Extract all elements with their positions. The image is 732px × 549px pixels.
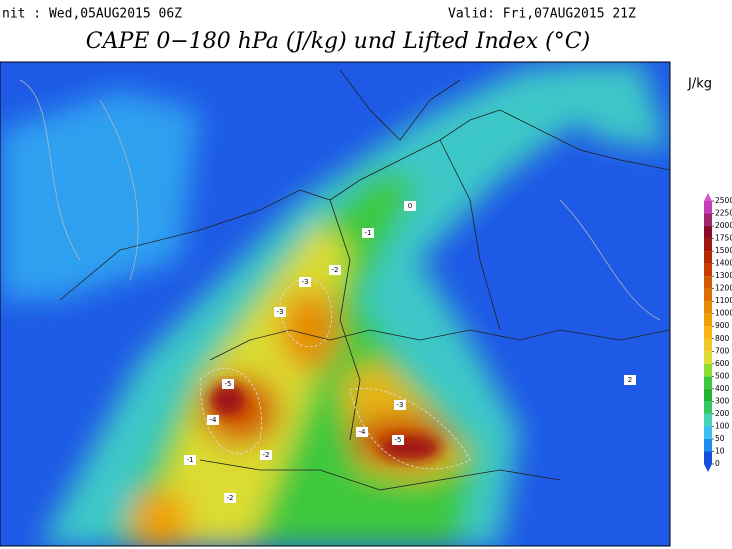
- colorbar-arrow-low: [704, 464, 712, 472]
- li-label-box: [362, 228, 374, 238]
- colorbar-segment: [704, 213, 712, 227]
- li-label: 2: [628, 376, 632, 384]
- colorbar-arrow-high: [704, 193, 712, 201]
- map-title: CAPE 0−180 hPa (J/kg) und Lifted Index (…: [86, 29, 590, 54]
- li-label: -2: [332, 266, 339, 274]
- li-label: -1: [187, 456, 194, 464]
- li-label: -5: [225, 380, 232, 388]
- li-label-box: [184, 455, 196, 465]
- map-frame: [0, 61, 671, 547]
- init-time: nit : Wed,05AUG2015 06Z: [2, 7, 182, 22]
- valid-time: Valid: Fri,07AUG2015 21Z: [448, 7, 636, 22]
- colorbar-label: 10: [715, 446, 725, 455]
- colorbar-label: 1200: [715, 284, 732, 293]
- li-label-box: [274, 307, 286, 317]
- li-label: -2: [263, 451, 270, 459]
- colorbar-segment: [704, 201, 712, 214]
- colorbar-segment: [704, 326, 712, 339]
- colorbar-segment: [704, 363, 712, 377]
- colorbar-label: 1750: [715, 234, 732, 243]
- colorbar-label: 2000: [715, 221, 732, 230]
- li-label-box: [394, 400, 406, 410]
- colorbar-label: 900: [715, 321, 730, 330]
- li-label-box: [392, 435, 404, 445]
- li-label: -3: [277, 308, 284, 316]
- colorbar-label: 300: [715, 396, 730, 405]
- colorbar-label: 1000: [715, 309, 732, 318]
- map-area: -5 -4 -3 -3 -2 -1 -4 -5 -3 -2 0 2 -1 -2: [0, 62, 670, 546]
- colorbar-label: 500: [715, 371, 730, 380]
- colorbar-segment: [704, 351, 712, 364]
- colorbar-label: 2500: [715, 196, 732, 205]
- colorbar-segment: [704, 238, 712, 252]
- colorbar-segment: [704, 451, 712, 464]
- li-label-box: [356, 427, 368, 437]
- li-label: -4: [210, 416, 218, 424]
- colorbar-segment: [704, 413, 712, 427]
- colorbar-label: 1300: [715, 271, 732, 280]
- li-label-box: [260, 450, 272, 460]
- colorbar-label: 100: [715, 421, 730, 430]
- li-label-box: [299, 277, 311, 287]
- colorbar-label: 200: [715, 409, 730, 418]
- colorbar-segment: [704, 301, 712, 314]
- li-labels: -5 -4 -3 -3 -2 -1 -4 -5 -3 -2 0 2 -1 -2: [184, 201, 636, 503]
- colorbar-label: 800: [715, 334, 730, 343]
- li-label: -3: [302, 278, 309, 286]
- colorbar-label: 400: [715, 384, 730, 393]
- colorbar-segment: [704, 226, 712, 239]
- colorbar-segment: [704, 288, 712, 302]
- colorbar-unit: J/kg: [687, 77, 712, 92]
- li-label: 0: [408, 202, 412, 210]
- colorbar-label: 1400: [715, 259, 732, 268]
- li-label-box: [404, 201, 416, 211]
- colorbar-label: 600: [715, 359, 730, 368]
- colorbar-label: 1500: [715, 246, 732, 255]
- colorbar-segment: [704, 251, 712, 264]
- colorbar-label: 2250: [715, 209, 732, 218]
- li-label: -2: [227, 494, 234, 502]
- li-label: -5: [395, 436, 402, 444]
- li-label: -1: [365, 229, 372, 237]
- li-label-box: [224, 493, 236, 503]
- colorbar-segment: [704, 438, 712, 452]
- colorbar-label: 1100: [715, 296, 732, 305]
- colorbar-segment: [704, 376, 712, 389]
- li-label: -4: [359, 428, 367, 436]
- li-label-box: [329, 265, 341, 275]
- colorbar-label: 50: [715, 434, 725, 443]
- li-label-box: [624, 375, 636, 385]
- colorbar-segment: [704, 263, 712, 277]
- colorbar-segment: [704, 338, 712, 352]
- colorbar-segment: [704, 388, 712, 402]
- colorbar-label: 700: [715, 346, 730, 355]
- colorbar: 0 10 50 100 200 300 400 500 600 700 800 900 1000 1100…: [704, 193, 732, 472]
- colorbar-segment: [704, 401, 712, 414]
- li-label: -3: [397, 401, 404, 409]
- colorbar-segment: [704, 313, 712, 327]
- li-label-box: [207, 415, 219, 425]
- colorbar-segment: [704, 426, 712, 439]
- li-label-box: [222, 379, 234, 389]
- colorbar-segment: [704, 276, 712, 289]
- colorbar-label: 0: [715, 459, 720, 468]
